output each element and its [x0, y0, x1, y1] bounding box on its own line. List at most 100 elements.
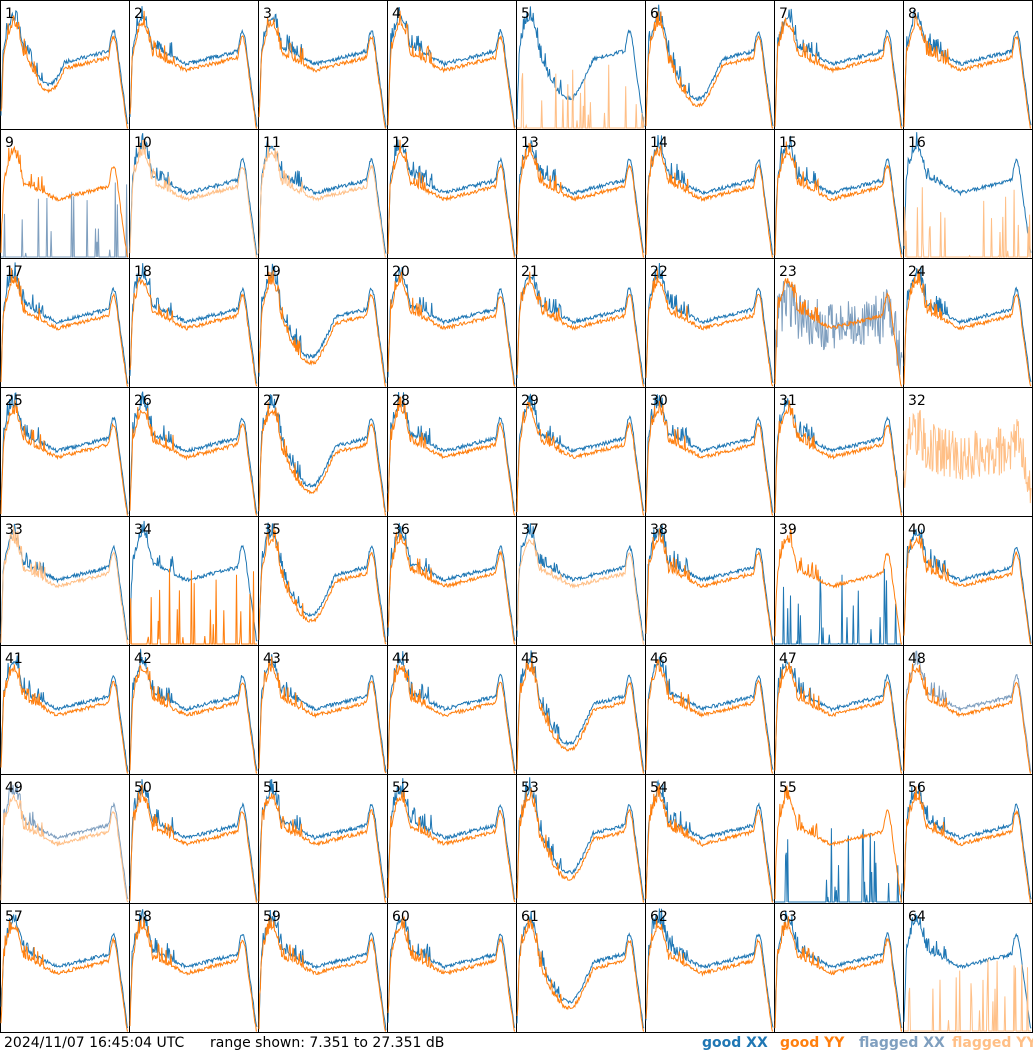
panel-label: 22 — [650, 264, 668, 280]
panel-label: 1 — [5, 6, 14, 22]
range-label: range shown: 7.351 to 27.351 dB — [210, 1035, 445, 1051]
panel-label: 64 — [908, 909, 926, 925]
series-yy — [645, 269, 774, 387]
series-xx — [774, 910, 903, 1029]
series-yy — [516, 271, 644, 387]
panel-label: 43 — [263, 651, 281, 667]
series-xx — [903, 913, 1032, 1029]
series-yy — [774, 400, 902, 516]
panel-label: 27 — [263, 393, 281, 409]
series-xx — [258, 909, 387, 1031]
panel-label: 24 — [908, 264, 926, 280]
panel-label: 14 — [650, 135, 668, 151]
series-yy — [645, 784, 773, 903]
panel-label: 47 — [779, 651, 797, 667]
legend-flagged-xx: flagged XX — [859, 1035, 945, 1051]
panel-frame — [645, 0, 775, 130]
panel-frame — [0, 129, 130, 259]
panel-24: 24 — [903, 258, 1033, 388]
series-yy — [129, 139, 257, 258]
panel-label: 18 — [134, 264, 152, 280]
panel-label: 42 — [134, 651, 152, 667]
series-yy — [258, 917, 386, 1032]
series-yy — [645, 11, 773, 129]
series-yy — [258, 527, 387, 645]
panel-label: 5 — [521, 6, 530, 22]
panel-label: 52 — [392, 780, 410, 796]
series-xx — [516, 523, 645, 641]
panel-50: 50 — [129, 774, 259, 904]
panel-label: 16 — [908, 135, 926, 151]
panel-19: 19 — [258, 258, 388, 388]
series-xx — [387, 267, 516, 385]
series-xx — [516, 393, 645, 512]
panel-label: 30 — [650, 393, 668, 409]
panel-55: 55 — [774, 774, 904, 904]
panel-frame — [0, 0, 130, 130]
series-yy — [258, 793, 386, 903]
panel-18: 18 — [129, 258, 259, 388]
series-xx — [129, 391, 258, 514]
panel-28: 28 — [387, 387, 517, 517]
panel-6: 6 — [645, 0, 775, 130]
panel-label: 41 — [5, 651, 23, 667]
panel-label: 28 — [392, 393, 410, 409]
series-xx — [0, 392, 129, 515]
panel-label: 29 — [521, 393, 539, 409]
series-yy — [129, 10, 257, 129]
series-xx — [645, 4, 774, 127]
panel-label: 21 — [521, 264, 539, 280]
series-yy — [903, 269, 1032, 387]
series-xx — [516, 650, 645, 772]
panel-8: 8 — [903, 0, 1033, 130]
panel-48: 48 — [903, 645, 1033, 775]
series-yy — [516, 538, 644, 645]
panel-label: 36 — [392, 522, 410, 538]
series-yy — [0, 793, 129, 903]
series-xx — [645, 779, 774, 902]
series-yy — [387, 139, 515, 258]
panel-label: 25 — [5, 393, 23, 409]
series-xx — [129, 909, 258, 1028]
panel-label: 3 — [263, 6, 272, 22]
series-yy — [645, 528, 773, 645]
panel-40: 40 — [903, 516, 1033, 646]
panel-36: 36 — [387, 516, 517, 646]
panel-44: 44 — [387, 645, 517, 775]
panel-11: 11 — [258, 129, 388, 259]
series-xx — [0, 913, 129, 1028]
series-xx — [516, 6, 645, 128]
panel-label: 56 — [908, 780, 926, 796]
panel-label: 11 — [263, 135, 281, 151]
series-yy — [258, 402, 386, 516]
panel-label: 57 — [5, 909, 23, 925]
panel-label: 63 — [779, 909, 797, 925]
panel-label: 59 — [263, 909, 281, 925]
panel-label: 31 — [779, 393, 797, 409]
panel-label: 34 — [134, 522, 152, 538]
panel-49: 49 — [0, 774, 130, 904]
panel-32: 32 — [903, 387, 1033, 517]
panel-label: 39 — [779, 522, 797, 538]
series-xx — [129, 263, 258, 384]
series-yy — [387, 916, 515, 1032]
panel-label: 12 — [392, 135, 410, 151]
series-xx — [0, 10, 129, 125]
series-yy — [645, 145, 773, 258]
panel-label: 8 — [908, 6, 917, 22]
panel-52: 52 — [387, 774, 517, 904]
panel-label: 50 — [134, 780, 152, 796]
series-yy — [774, 16, 902, 129]
series-yy — [0, 268, 128, 387]
series-yy — [516, 914, 644, 1032]
series-xx — [516, 911, 645, 1029]
series-yy — [903, 187, 1031, 259]
panel-label: 55 — [779, 780, 797, 796]
series-xx — [258, 394, 387, 513]
series-xx — [0, 262, 129, 384]
panel-label: 49 — [5, 780, 23, 796]
panel-label: 38 — [650, 522, 668, 538]
series-xx — [903, 527, 1032, 644]
series-yy — [516, 401, 644, 516]
